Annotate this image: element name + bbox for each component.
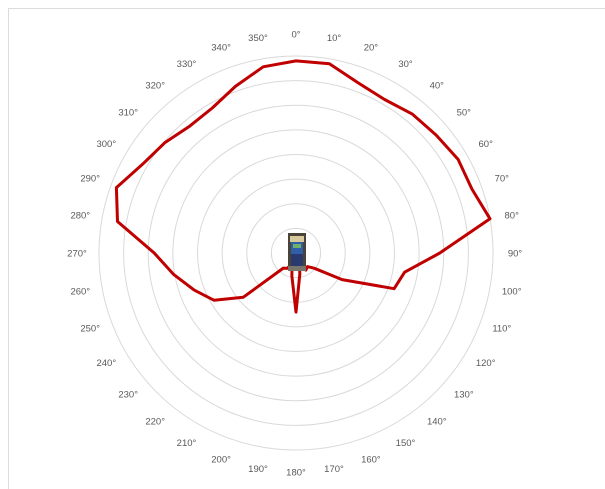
angle-tick-label: 70° [495,174,510,185]
angle-tick-label: 180° [286,468,306,479]
grid-ring [98,55,494,451]
angle-tick-label: 250° [80,323,100,334]
grid-ring [221,178,371,328]
angle-tick-label: 310° [118,108,138,119]
grid-ring [123,80,469,426]
device-photo [288,233,306,271]
angle-tick-label: 170° [324,464,344,475]
angle-tick-label: 220° [145,416,165,427]
angle-tick-label: 150° [396,438,416,449]
angle-tick-label: 110° [492,323,511,334]
angle-tick-label: 290° [80,174,100,185]
angle-tick-label: 140° [427,416,447,427]
angle-tick-label: 200° [211,454,231,465]
angle-tick-label: 20° [364,43,379,54]
grid-ring [147,104,445,402]
angle-tick-label: 40° [430,81,445,92]
grid-ring [172,129,420,377]
angle-tick-label: 340° [211,43,231,54]
angle-tick-label: 260° [70,287,90,298]
angle-tick-label: 320° [145,81,165,92]
angle-tick-label: 240° [96,358,116,369]
angle-tick-label: 130° [454,389,474,400]
angle-tick-label: 120° [476,358,496,369]
grid-ring [270,227,322,279]
angle-tick-label: 30° [398,59,413,70]
series-line [114,59,492,314]
angle-tick-label: 230° [118,389,138,400]
chart-frame [8,8,605,489]
angle-tick-label: 210° [177,438,197,449]
angle-tick-labels: 0° 10° 20° 30° 40° 50° 60° 70° 80° 90° 100° 110° 120… [67,30,522,479]
angle-tick-label: 0° [291,30,300,41]
angle-tick-label: 80° [505,211,520,222]
angle-tick-label: 100° [502,287,522,298]
angle-tick-label: 90° [508,249,523,260]
angle-tick-label: 10° [327,33,342,44]
angle-tick-label: 300° [96,139,116,150]
angle-tick-label: 60° [479,139,494,150]
angle-tick-label: 50° [457,108,472,119]
grid-rings [98,55,494,451]
angle-tick-label: 350° [248,33,268,44]
angle-tick-label: 280° [70,211,90,222]
series-layer [114,59,492,314]
angle-tick-label: 270° [67,249,87,260]
angle-tick-label: 190° [248,464,268,475]
angle-tick-label: 160° [361,454,381,465]
angle-tick-label: 330° [177,59,197,70]
grid-ring [197,154,395,352]
